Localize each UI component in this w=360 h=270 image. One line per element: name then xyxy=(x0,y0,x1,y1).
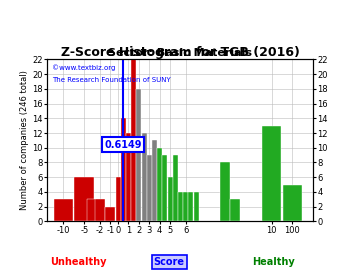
Text: Score: Score xyxy=(154,256,185,266)
Bar xyxy=(230,199,240,221)
Bar xyxy=(188,192,193,221)
Text: Unhealthy: Unhealthy xyxy=(50,256,107,266)
Bar xyxy=(262,126,282,221)
Text: 0.6149: 0.6149 xyxy=(104,140,141,160)
Bar xyxy=(54,199,73,221)
Bar xyxy=(95,199,105,221)
Bar xyxy=(220,163,230,221)
Bar xyxy=(194,192,199,221)
Text: ©www.textbiz.org: ©www.textbiz.org xyxy=(52,64,116,71)
Bar xyxy=(178,192,183,221)
Bar xyxy=(283,185,302,221)
Bar xyxy=(126,133,131,221)
Bar xyxy=(87,199,96,221)
Y-axis label: Number of companies (246 total): Number of companies (246 total) xyxy=(20,70,29,210)
Bar xyxy=(116,177,121,221)
Bar xyxy=(147,155,152,221)
Text: Sector: Basic Materials: Sector: Basic Materials xyxy=(108,48,252,58)
Bar xyxy=(157,148,162,221)
Bar xyxy=(183,192,188,221)
Bar xyxy=(162,155,167,221)
Bar xyxy=(131,59,136,221)
Title: Z-Score Histogram for TGB (2016): Z-Score Histogram for TGB (2016) xyxy=(60,46,300,59)
Bar xyxy=(136,89,141,221)
Bar xyxy=(75,177,94,221)
Text: The Research Foundation of SUNY: The Research Foundation of SUNY xyxy=(52,77,171,83)
Bar xyxy=(152,140,157,221)
Bar xyxy=(105,207,115,221)
Bar xyxy=(121,118,126,221)
Bar xyxy=(173,155,178,221)
Text: Healthy: Healthy xyxy=(252,256,295,266)
Bar xyxy=(168,177,172,221)
Bar xyxy=(141,133,147,221)
